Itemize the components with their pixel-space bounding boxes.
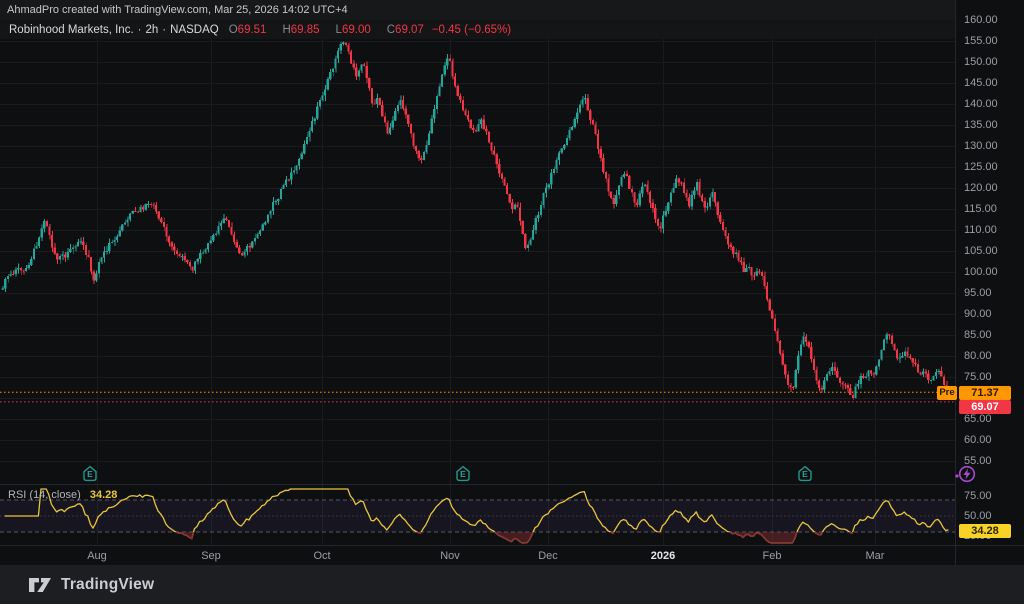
event-lightning-icon[interactable] (955, 464, 977, 489)
price-change: −0.45 (−0.65%) (431, 23, 512, 36)
svg-text:E: E (87, 469, 93, 479)
earnings-icon[interactable]: E (82, 465, 98, 488)
time-axis-label: Sep (201, 550, 221, 562)
price-axis-label: 65.00 (964, 413, 992, 425)
tradingview-logo-icon[interactable] (28, 576, 52, 594)
price-axis-label: 60.00 (964, 434, 992, 446)
price-axis-label: 140.00 (964, 98, 998, 110)
rsi-value: 34.28 (89, 489, 118, 501)
legend-separator: · (162, 23, 167, 36)
price-axis-label: 90.00 (964, 308, 992, 320)
price-axis-label: 80.00 (964, 350, 992, 362)
footer-bar: TradingView (0, 565, 1024, 604)
price-axis-label: 105.00 (964, 245, 998, 257)
earnings-icon[interactable]: E (455, 465, 471, 488)
time-axis-label: Aug (87, 550, 107, 562)
price-axis-label: 130.00 (964, 140, 998, 152)
legend-separator: · (137, 23, 142, 36)
price-axis-label: 100.00 (964, 266, 998, 278)
watermark-bar: AhmadPro created with TradingView.com, M… (0, 0, 955, 20)
time-axis-label: Nov (440, 550, 460, 562)
price-axis-label: 145.00 (964, 77, 998, 89)
time-axis[interactable]: Aug Sep Oct Nov Dec 2026 Feb Mar (0, 545, 955, 565)
symbol-legend[interactable]: Robinhood Markets, Inc. · 2h · NASDAQ O6… (0, 20, 955, 39)
price-axis-label: 95.00 (964, 287, 992, 299)
svg-text:E: E (460, 469, 466, 479)
price-axis-label: 85.00 (964, 329, 992, 341)
price-axis-label: 150.00 (964, 56, 998, 68)
ohlc-close: C69.07 (386, 23, 424, 36)
premarket-chip: Pre (937, 386, 957, 400)
time-axis-label: Oct (313, 550, 331, 562)
price-axis-label: 120.00 (964, 182, 998, 194)
rsi-legend[interactable]: RSI (14, close) 34.28 (8, 489, 117, 501)
price-axis-label: 110.00 (964, 224, 997, 236)
rsi-axis-label: 50.00 (964, 510, 992, 522)
price-axis[interactable]: Pre 71.37 69.07 34.28 160.00 155.00 150.00… (937, 0, 1024, 545)
rsi-value-badge: 34.28 (959, 524, 1011, 538)
svg-text:E: E (802, 469, 808, 479)
ohlc-high: H69.85 (282, 23, 320, 36)
watermark-text: AhmadPro created with TradingView.com, M… (7, 4, 348, 16)
price-axis-label: 75.00 (964, 371, 992, 383)
time-axis-label: 2026 (650, 550, 676, 562)
time-axis-label: Dec (538, 550, 558, 562)
rsi-axis-label: 75.00 (964, 490, 992, 502)
price-axis-label: 55.00 (964, 455, 992, 467)
price-axis-label: 155.00 (964, 35, 998, 47)
time-axis-label: Feb (762, 550, 782, 562)
symbol-name: Robinhood Markets, Inc. (9, 23, 134, 36)
ohlc-open: O69.51 (228, 23, 267, 36)
tradingview-brand-text[interactable]: TradingView (61, 575, 155, 593)
axis-corner (955, 545, 1024, 565)
time-axis-label: Mar (865, 550, 885, 562)
ohlc-low: L69.00 (335, 23, 371, 36)
price-axis-label: 125.00 (964, 161, 998, 173)
symbol-interval: 2h (145, 23, 159, 36)
premarket-price-badge: Pre 71.37 (937, 386, 1011, 400)
price-axis-label: 115.00 (964, 203, 997, 215)
last-price-badge: 69.07 (959, 400, 1011, 414)
price-axis-label: 135.00 (964, 119, 998, 131)
symbol-exchange: NASDAQ (170, 23, 219, 36)
price-chart-canvas[interactable] (0, 0, 955, 545)
earnings-icon[interactable]: E (797, 465, 813, 488)
price-axis-label: 160.00 (964, 14, 998, 26)
rsi-title: RSI (14, close) (8, 489, 81, 501)
